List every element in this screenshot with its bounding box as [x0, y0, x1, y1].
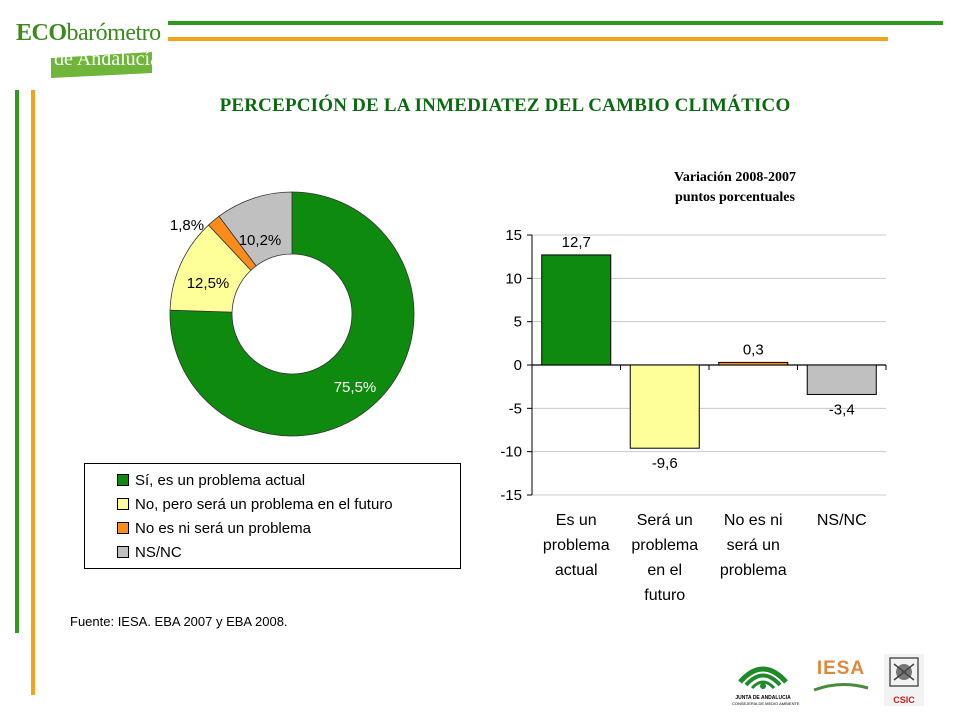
- x-category-label: problema: [720, 562, 787, 579]
- csic-emblem-icon: [889, 657, 919, 687]
- bar-chart-title-line2: puntos porcentuales: [675, 190, 795, 205]
- bar-chart: 15 10 5 0 -5 -10 -15 12,7 Es un problema actual -9,…: [500, 227, 887, 604]
- bar: [629, 364, 700, 449]
- ecobarometro-logo: ECObarómetro de Andalucía: [14, 18, 161, 78]
- x-category-label: en el: [647, 562, 682, 579]
- left-rule-green: [15, 90, 19, 633]
- bar-data-label: 12,7: [562, 234, 591, 251]
- y-tick-label: -15: [500, 487, 522, 504]
- bar-chart-title: Variación 2008-2007 puntos porcentuales: [600, 168, 870, 208]
- donut-data-label: 1,8%: [170, 217, 204, 234]
- x-category-label: No es ni: [724, 512, 783, 529]
- logo-eco-prefix: ECO: [16, 20, 67, 46]
- logo-line1: ECObarómetro: [16, 20, 161, 47]
- legend-label: Sí, es un problema actual: [135, 471, 306, 489]
- y-tick-label: 10: [505, 270, 522, 287]
- bar: [718, 361, 789, 366]
- junta-andalucia-logo: JUNTA DE ANDALUCIA CONSEJERIA DE MEDIO A…: [732, 652, 800, 706]
- x-category-label: NS/NC: [817, 512, 867, 529]
- bar-data-label: -9,6: [652, 455, 678, 472]
- legend-item: No, pero será un problema en el futuro: [117, 492, 460, 516]
- y-tick-label: 0: [514, 357, 522, 374]
- logo-eco-suffix: barómetro: [66, 20, 162, 46]
- bar-data-label: -3,4: [829, 401, 855, 418]
- x-category-label: problema: [631, 537, 698, 554]
- x-category-label: Es un: [556, 512, 597, 529]
- csic-logo: CSIC: [884, 654, 924, 706]
- y-tick-label: 5: [514, 314, 522, 331]
- top-rule-orange: [168, 37, 888, 41]
- legend-swatch-yellow: [117, 498, 129, 510]
- junta-emblem-icon: [738, 666, 788, 690]
- top-rule-green: [168, 21, 943, 25]
- logo-line2: de Andalucía: [54, 48, 159, 70]
- donut-data-label: 75,5%: [334, 379, 377, 396]
- legend-item: NS/NC: [117, 540, 460, 564]
- legend-label: No, pero será un problema en el futuro: [135, 495, 393, 513]
- x-category-label: problema: [543, 537, 610, 554]
- x-category-label: futuro: [644, 587, 685, 604]
- donut-slice: [169, 191, 415, 437]
- donut-chart: 75,5% 12,5% 1,8% 10,2%: [169, 191, 415, 437]
- bar-data-label: 0,3: [743, 341, 764, 358]
- bar: [806, 364, 877, 395]
- legend-item: No es ni será un problema: [117, 516, 460, 540]
- iesa-logo: IESA: [808, 658, 874, 698]
- junta-logo-line1: JUNTA DE ANDALUCIA: [735, 695, 791, 701]
- y-tick-label: -10: [500, 444, 522, 461]
- iesa-swoosh-icon: [813, 683, 869, 692]
- legend-swatch-orange: [117, 522, 129, 534]
- y-tick-label: -5: [509, 400, 522, 417]
- legend-label: No es ni será un problema: [135, 519, 311, 537]
- left-rule-orange: [31, 90, 35, 695]
- x-category-label: Será un: [637, 512, 693, 529]
- page-title: PERCEPCIÓN DE LA INMEDIATEZ DEL CAMBIO C…: [219, 95, 791, 116]
- iesa-logo-text: IESA: [816, 658, 866, 679]
- bar: [541, 254, 612, 366]
- legend-swatch-gray: [117, 546, 129, 558]
- donut-legend: Sí, es un problema actual No, pero será …: [84, 463, 461, 569]
- junta-logo-line2: CONSEJERIA DE MEDIO AMBIENTE: [732, 701, 800, 706]
- donut-data-label: 12,5%: [187, 275, 230, 292]
- legend-swatch-green: [117, 474, 129, 486]
- x-category-label: actual: [555, 562, 598, 579]
- donut-data-label: 10,2%: [239, 232, 282, 249]
- source-note: Fuente: IESA. EBA 2007 y EBA 2008.: [70, 614, 288, 629]
- csic-logo-text: CSIC: [893, 695, 915, 705]
- bar-chart-title-line1: Variación 2008-2007: [674, 170, 796, 185]
- legend-label: NS/NC: [135, 543, 182, 561]
- donut-slice: [218, 191, 293, 267]
- logo-shape: [51, 52, 152, 78]
- x-category-label: será un: [727, 537, 780, 554]
- legend-item: Sí, es un problema actual: [117, 468, 460, 492]
- y-tick-label: 15: [505, 227, 522, 244]
